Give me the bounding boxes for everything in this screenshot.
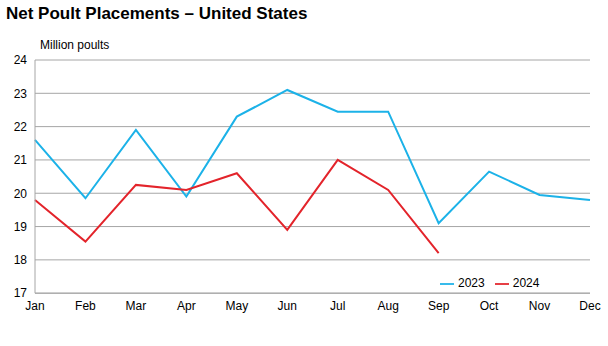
html-text:Net Poult Placements – United: Net Poult Placements – United States	[6, 4, 308, 23]
svg-text:Oct: Oct	[480, 299, 499, 313]
html-text:2024: 2024	[512, 276, 540, 290]
svg-text:Jul: Jul	[330, 299, 345, 313]
svg-text:24: 24	[14, 53, 28, 67]
svg-text:Jun: Jun	[278, 299, 297, 313]
html-text:2023: 2023	[458, 276, 485, 290]
svg-text:Apr: Apr	[177, 299, 196, 313]
svg-text:19: 19	[14, 220, 28, 234]
svg-text:Dec: Dec	[579, 299, 600, 313]
svg-text:May: May	[225, 299, 248, 313]
svg-text:Feb: Feb	[75, 299, 96, 313]
svg-text:Jan: Jan	[25, 299, 44, 313]
svg-text:Mar: Mar	[126, 299, 147, 313]
svg-text:Nov: Nov	[529, 299, 550, 313]
svg-text:18: 18	[14, 253, 28, 267]
svg-text:17: 17	[14, 286, 28, 300]
html-text:Million poults: Million poults	[40, 38, 110, 52]
svg-text:23: 23	[14, 87, 28, 101]
svg-text:Sep: Sep	[428, 299, 450, 313]
svg-text:21: 21	[14, 153, 28, 167]
svg-text:20: 20	[14, 187, 28, 201]
svg-text:Aug: Aug	[378, 299, 399, 313]
svg-text:22: 22	[14, 120, 28, 134]
